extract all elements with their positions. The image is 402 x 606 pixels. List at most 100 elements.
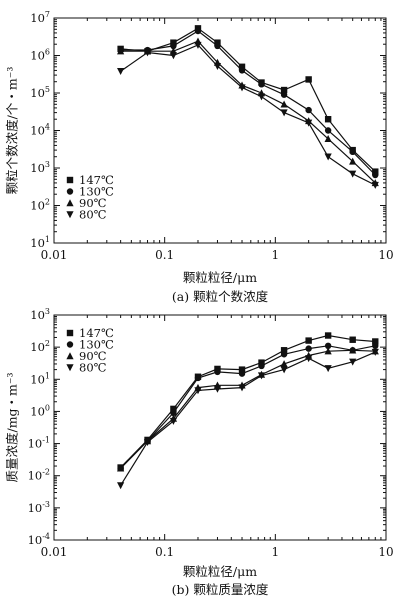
data-point: [238, 63, 246, 70]
data-point: [305, 106, 312, 114]
data-point: [324, 116, 332, 123]
y-tick-label: 10-1: [28, 436, 50, 451]
legend-label: 130℃: [79, 185, 114, 199]
x-tick-label: 0.01: [41, 248, 68, 262]
data-point: [117, 68, 125, 76]
series-triangle-up: [117, 37, 379, 187]
series-line: [120, 30, 376, 176]
data-point: [238, 84, 246, 92]
y-tick-label: 101: [30, 371, 50, 386]
data-point: [238, 366, 246, 373]
y-tick-label: 100: [30, 403, 50, 418]
data-point: [170, 405, 177, 413]
y-tick-label: 102: [30, 198, 50, 213]
data-point: [238, 384, 246, 392]
series-line: [120, 334, 376, 468]
y-axis-label: 颗粒个数浓度/个・m⁻³: [5, 67, 20, 195]
legend-marker: [66, 188, 74, 195]
y-tick-label: 103: [30, 160, 50, 175]
data-point: [372, 171, 379, 179]
data-point: [170, 39, 177, 46]
data-point: [213, 62, 222, 70]
data-point: [194, 374, 202, 382]
series-triangle-down: [117, 348, 379, 490]
y-tick-label: 102: [30, 339, 50, 354]
data-point: [238, 67, 246, 74]
series-line: [120, 27, 376, 173]
x-axis-label: 颗粒粒径/μm: [183, 270, 257, 285]
data-point: [324, 135, 332, 143]
data-point: [169, 417, 178, 425]
y-tick-label: 10-3: [28, 500, 50, 515]
data-point: [305, 119, 313, 127]
y-tick-label: 106: [30, 48, 50, 63]
data-point: [258, 362, 265, 370]
data-point: [349, 148, 356, 156]
x-tick-label: 1: [272, 545, 280, 559]
data-point: [280, 366, 288, 374]
legend-marker: [66, 211, 74, 219]
data-point: [371, 181, 379, 189]
data-point: [238, 370, 246, 377]
legend-marker: [66, 364, 74, 372]
data-point: [143, 439, 152, 447]
y-tick-label: 105: [30, 85, 50, 100]
series-circle: [117, 342, 379, 472]
series-circle: [117, 27, 379, 179]
legend-label: 80℃: [79, 361, 107, 375]
legend-label: 147℃: [79, 326, 114, 340]
data-point: [143, 49, 152, 57]
data-point: [305, 337, 312, 344]
data-point: [194, 387, 202, 395]
data-point: [280, 100, 288, 108]
data-point: [324, 332, 332, 339]
chart-caption: (a) 颗粒个数浓度: [172, 289, 269, 304]
data-point: [372, 168, 379, 175]
data-point: [372, 338, 379, 345]
data-point: [349, 358, 357, 366]
y-tick-label: 103: [30, 307, 50, 322]
chart-panel-2: 0.01 0.1 1 10 10-4 10-3 10-2 10-1 100 101 102 103 14…: [5, 307, 394, 597]
data-point: [257, 372, 266, 380]
data-point: [258, 81, 265, 88]
data-point: [280, 347, 288, 354]
x-tick-label: 0.01: [41, 545, 68, 559]
data-point: [280, 360, 288, 368]
y-tick-label: 10-2: [28, 468, 50, 483]
legend-marker: [66, 329, 74, 337]
data-point: [324, 342, 332, 350]
y-tick-label: 10-4: [28, 532, 50, 547]
data-point: [280, 351, 288, 358]
data-point: [349, 336, 356, 343]
data-point: [170, 409, 177, 417]
series-square: [117, 332, 379, 471]
chart-panel-1: 0.01 0.1 1 10 101 102 103 104 105 106 107 147℃130℃9…: [5, 10, 394, 304]
series-line: [120, 40, 376, 184]
series-line: [120, 345, 376, 469]
data-point: [258, 359, 265, 366]
legend-label: 80℃: [79, 208, 107, 222]
plot-frame: [53, 314, 387, 541]
data-point: [169, 52, 178, 60]
x-tick-label: 10: [378, 248, 393, 262]
data-point: [117, 464, 125, 472]
data-point: [349, 170, 357, 178]
y-axis-label: 质量浓度/mg・m⁻³: [5, 372, 20, 482]
series-square: [117, 25, 379, 175]
series-triangle-down: [117, 41, 379, 189]
data-point: [371, 348, 379, 356]
data-point: [280, 109, 288, 117]
data-point: [257, 93, 266, 101]
data-point: [170, 42, 177, 50]
legend-marker: [66, 176, 74, 184]
x-tick-label: 1: [272, 248, 280, 262]
x-tick-label: 0.1: [155, 248, 174, 262]
data-point: [117, 47, 125, 55]
series-line: [120, 349, 376, 469]
data-point: [324, 365, 332, 373]
chart-caption: (b) 颗粒质量浓度: [172, 582, 269, 597]
data-point: [324, 347, 332, 355]
data-point: [214, 368, 221, 376]
data-point: [349, 346, 357, 354]
